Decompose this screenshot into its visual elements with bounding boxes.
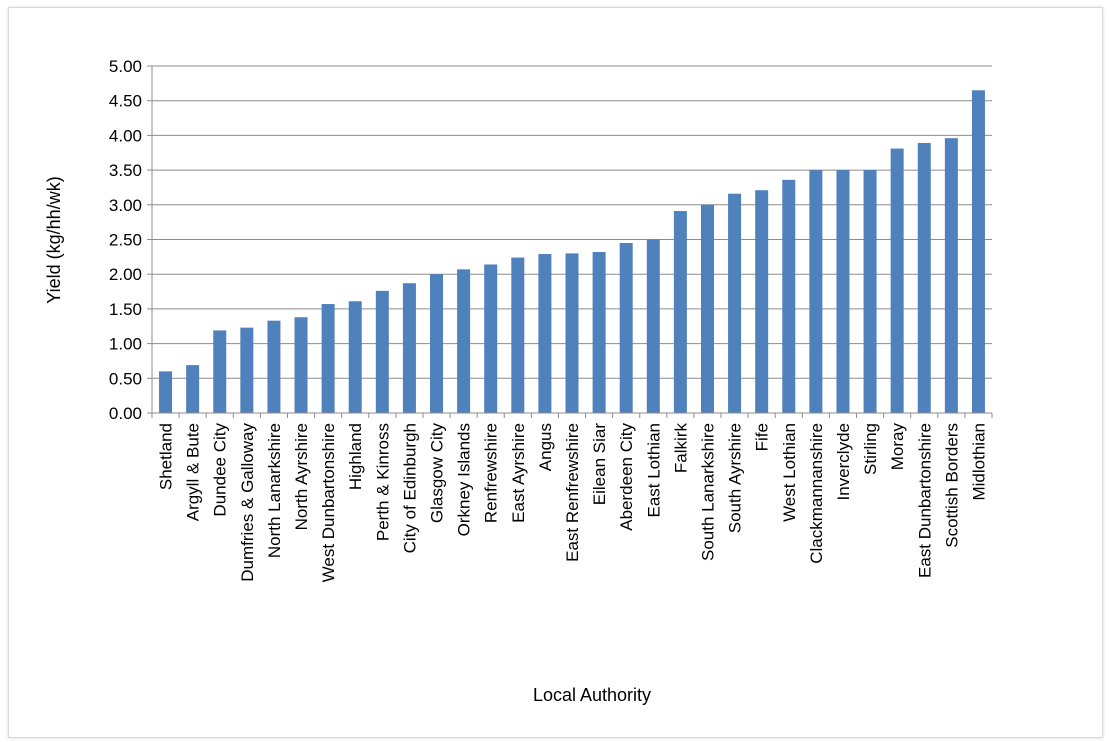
bar bbox=[565, 253, 579, 413]
bars bbox=[159, 90, 985, 413]
bar bbox=[267, 320, 281, 413]
bar bbox=[673, 211, 687, 413]
bar bbox=[402, 283, 416, 413]
y-tick-label: 4.50 bbox=[109, 92, 142, 111]
bar bbox=[863, 170, 877, 413]
x-tick-label: Renfrewshire bbox=[482, 423, 501, 523]
bar bbox=[430, 274, 444, 413]
x-tick-label: Falkirk bbox=[671, 423, 690, 474]
x-tick-label: East Dunbartonshire bbox=[915, 423, 934, 578]
x-tick-label: Perth & Kinross bbox=[373, 423, 392, 541]
bar bbox=[159, 371, 173, 413]
y-tick-label: 0.50 bbox=[109, 369, 142, 388]
x-tick-label: Clackmannanshire bbox=[807, 423, 826, 564]
y-tick-label: 3.00 bbox=[109, 196, 142, 215]
x-tick-label: Dumfries & Galloway bbox=[238, 423, 257, 582]
bar bbox=[646, 239, 660, 413]
x-tick-label: East Lothian bbox=[644, 423, 663, 518]
x-tick-label: Glasgow City bbox=[428, 422, 447, 523]
x-tick-label: Inverclyde bbox=[834, 423, 853, 500]
bar bbox=[457, 269, 471, 413]
x-tick-label: Argyll & Bute bbox=[184, 423, 203, 521]
x-tick-label: Eilean Siar bbox=[590, 423, 609, 506]
x-tick-label: Aberdeen City bbox=[617, 423, 636, 531]
x-tick-label: Shetland bbox=[157, 423, 176, 490]
x-tick-label: West Dunbartonshire bbox=[319, 423, 338, 582]
x-tick-label: Dundee City bbox=[211, 423, 230, 517]
bar bbox=[728, 193, 742, 413]
x-tick-label: Stirling bbox=[861, 423, 880, 475]
y-axis-title: Yield (kg/hh/wk) bbox=[44, 176, 64, 303]
x-tick-label: Fife bbox=[753, 423, 772, 451]
bar bbox=[240, 327, 254, 413]
bar bbox=[294, 317, 308, 413]
y-tick-labels: 0.00 0.50 1.00 1.50 2.00 2.50 3.00 3.50 4.00 4.50… bbox=[109, 57, 142, 423]
bar bbox=[755, 190, 769, 413]
x-tick-label: North Lanarkshire bbox=[265, 423, 284, 558]
bar bbox=[836, 170, 850, 413]
x-axis-title: Local Authority bbox=[533, 685, 651, 705]
x-tick-label: South Ayrshire bbox=[726, 423, 745, 533]
bar bbox=[186, 365, 200, 413]
bar bbox=[348, 301, 362, 413]
x-tick-label: Orkney Islands bbox=[455, 423, 474, 536]
x-tick-label: Angus bbox=[536, 423, 555, 471]
y-tick-label: 0.00 bbox=[109, 404, 142, 423]
bar bbox=[592, 251, 606, 413]
bar bbox=[511, 257, 525, 413]
y-tick-label: 3.50 bbox=[109, 161, 142, 180]
axes bbox=[151, 66, 992, 414]
bar bbox=[700, 204, 714, 413]
y-tick-label: 4.00 bbox=[109, 126, 142, 145]
y-tick-label: 1.00 bbox=[109, 335, 142, 354]
x-tick-label: East Renfrewshire bbox=[563, 423, 582, 562]
bar bbox=[484, 264, 498, 413]
x-tick-labels: Shetland Argyll & Bute Dundee City Dumfries… bbox=[157, 422, 989, 582]
x-tick-label: North Ayrshire bbox=[292, 423, 311, 530]
bar bbox=[971, 90, 985, 413]
x-tick-label: South Lanarkshire bbox=[698, 423, 717, 561]
x-tick-label: City of Edinburgh bbox=[400, 423, 419, 553]
bar bbox=[809, 170, 823, 413]
y-tick-label: 2.50 bbox=[109, 231, 142, 250]
x-tick-label: Scottish Borders bbox=[942, 423, 961, 548]
bar bbox=[375, 290, 389, 413]
bar bbox=[538, 254, 552, 413]
bar bbox=[619, 242, 633, 413]
bar bbox=[890, 148, 904, 413]
y-tick-label: 1.50 bbox=[109, 300, 142, 319]
bar bbox=[944, 138, 958, 413]
x-tick-label: Midlothian bbox=[969, 423, 988, 501]
x-tick-label: West Lothian bbox=[780, 423, 799, 522]
y-tick-label: 5.00 bbox=[109, 57, 142, 76]
x-tick-label: Moray bbox=[888, 423, 907, 471]
bar bbox=[321, 304, 335, 413]
bar bbox=[782, 179, 796, 413]
x-tick-label: Highland bbox=[346, 423, 365, 490]
y-tick-label: 2.00 bbox=[109, 265, 142, 284]
x-tick-label: East Ayrshire bbox=[509, 423, 528, 523]
bar bbox=[213, 330, 227, 413]
bar bbox=[917, 143, 931, 413]
